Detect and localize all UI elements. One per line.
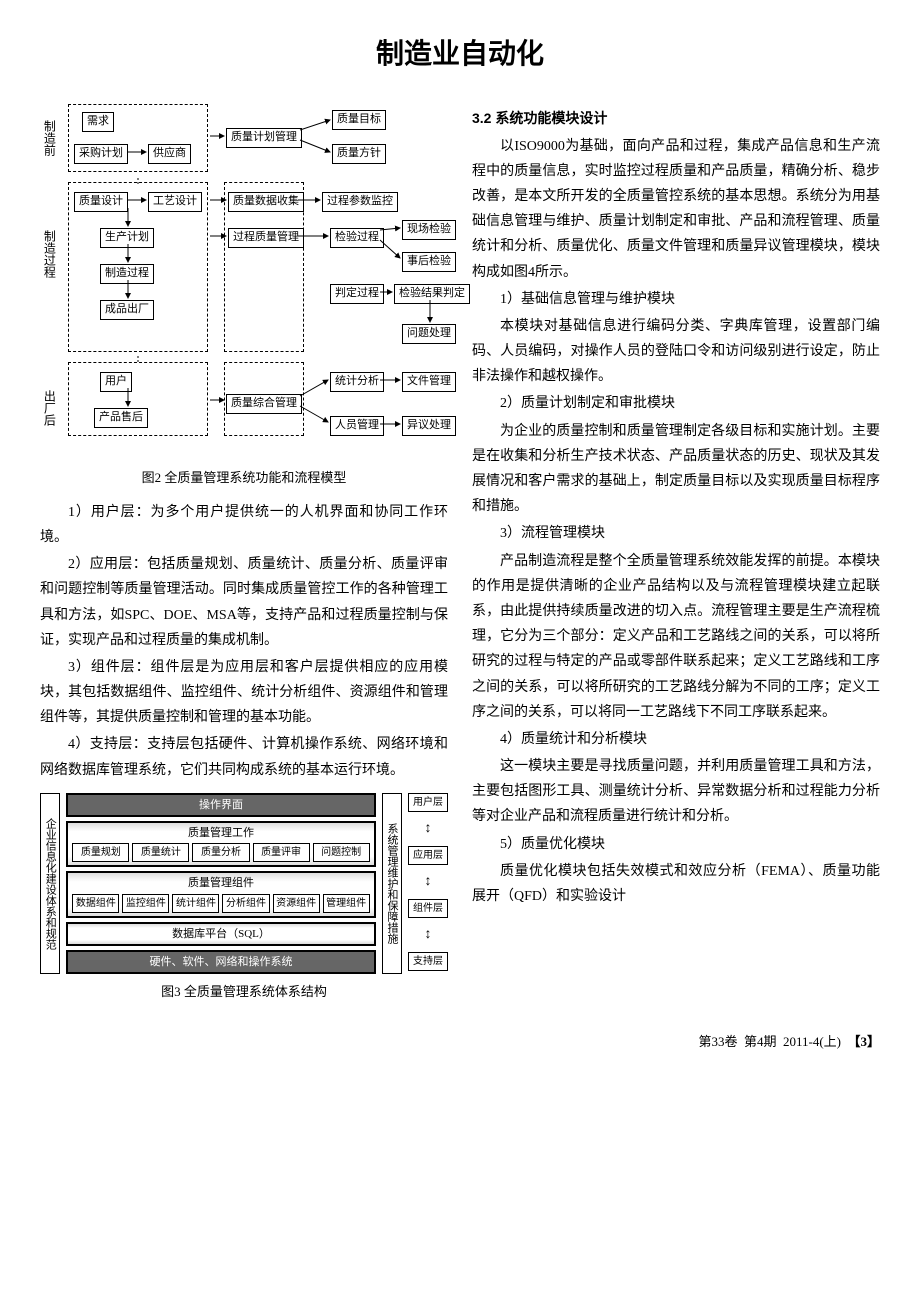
layer-work: 质量管理工作 质量规划 质量统计 质量分析 质量评审 问题控制 (66, 821, 375, 867)
box-dispute: 异议处理 (402, 416, 456, 435)
right-p11: 质量优化模块包括失效模式和效应分析（FEMA）、质量功能展开（QFD）和实验设计 (472, 859, 880, 909)
left-p2: 2）应用层：包括质量规划、质量统计、质量分析、质量评审和问题控制等质量管理活动。… (40, 552, 448, 653)
arrow-icon: ↕ (425, 875, 432, 889)
left-p1: 1）用户层：为多个用户提供统一的人机界面和协同工作环境。 (40, 500, 448, 550)
heading-3-2: 3.2 系统功能模块设计 (472, 106, 880, 131)
figure-3: 企业信息化建设体系和规范 操作界面 质量管理工作 质量规划 质量统计 质量分析 … (40, 793, 448, 974)
arrow-icon: ↕ (425, 822, 432, 836)
footer-issue: 第4期 (744, 1034, 777, 1049)
tier-comp: 组件层 (408, 899, 448, 918)
fig3-stack: 操作界面 质量管理工作 质量规划 质量统计 质量分析 质量评审 问题控制 质量管… (66, 793, 375, 974)
right-p1: 以ISO9000为基础，面向产品和过程，集成产品信息和生产流程中的质量信息，实时… (472, 134, 880, 285)
right-p4: 2）质量计划制定和审批模块 (472, 391, 880, 416)
box-qdata: 质量数据收集 (228, 192, 304, 211)
right-p5: 为企业的质量控制和质量管理制定各级目标和实施计划。主要是在收集和分析生产技术状态… (472, 419, 880, 520)
box-parammon: 过程参数监控 (322, 192, 398, 211)
box-aftersale: 产品售后 (94, 408, 148, 427)
layer-components: 质量管理组件 数据组件 监控组件 统计组件 分析组件 资源组件 管理组件 (66, 871, 375, 917)
box-pdesign: 工艺设计 (148, 192, 202, 211)
box-judge: 判定过程 (330, 284, 384, 303)
fig3-left-label: 企业信息化建设体系和规范 (40, 793, 60, 974)
right-p2: 1）基础信息管理与维护模块 (472, 287, 880, 312)
box-ship: 成品出厂 (100, 300, 154, 319)
box-prodplan: 生产计划 (100, 228, 154, 247)
layer-ui: 操作界面 (66, 793, 375, 817)
tier-user: 用户层 (408, 793, 448, 812)
fig2-caption: 图2 全质量管理系统功能和流程模型 (40, 466, 448, 489)
arrow-icon: ↕ (425, 928, 432, 942)
comp-item: 监控组件 (122, 894, 169, 913)
layer-hw: 硬件、软件、网络和操作系统 (66, 950, 375, 974)
left-p4: 4）支持层：支持层包括硬件、计算机操作系统、网络环境和网络数据库管理系统，它们共… (40, 732, 448, 782)
left-p3: 3）组件层：组件层是为应用层和客户层提供相应的应用模块，其包括数据组件、监控组件… (40, 655, 448, 731)
box-supplier: 供应商 (148, 144, 191, 163)
phase-post: 出厂后 (42, 390, 56, 426)
main-columns: 制造前 制造过程 出厂后 需求 采购计划 供应商 质量计划管理 质量目标 质量方… (40, 100, 880, 1013)
work-item: 质量评审 (253, 843, 310, 862)
comp-item: 资源组件 (273, 894, 320, 913)
right-p3: 本模块对基础信息进行编码分类、字典库管理，设置部门编码、人员编码，对操作人员的登… (472, 314, 880, 390)
fig3-caption: 图3 全质量管理系统体系结构 (40, 980, 448, 1003)
comp-item: 分析组件 (222, 894, 269, 913)
box-afterins: 事后检验 (402, 252, 456, 271)
phase-pre: 制造前 (42, 120, 56, 156)
comp-item: 数据组件 (72, 894, 119, 913)
comp-item: 统计组件 (172, 894, 219, 913)
journal-title: 制造业自动化 (40, 30, 880, 80)
box-file: 文件管理 (402, 372, 456, 391)
box-demand: 需求 (82, 112, 114, 131)
box-issue: 问题处理 (402, 324, 456, 343)
right-p8: 4）质量统计和分析模块 (472, 727, 880, 752)
box-qplan: 质量计划管理 (226, 128, 302, 147)
footer-date: 2011-4(上) (783, 1034, 841, 1049)
layer-work-title: 质量管理工作 (72, 826, 369, 840)
layer-comp-title: 质量管理组件 (72, 876, 369, 890)
comp-item: 管理组件 (323, 894, 370, 913)
box-personnel: 人员管理 (330, 416, 384, 435)
right-p6: 3）流程管理模块 (472, 521, 880, 546)
footer-page: 【3】 (847, 1034, 880, 1049)
right-column: 3.2 系统功能模块设计 以ISO9000为基础，面向产品和过程，集成产品信息和… (472, 100, 880, 1013)
tier-app: 应用层 (408, 846, 448, 865)
box-result: 检验结果判定 (394, 284, 470, 303)
layer-db: 数据库平台（SQL） (66, 922, 375, 946)
work-items: 质量规划 质量统计 质量分析 质量评审 问题控制 (72, 843, 369, 862)
tier-support: 支持层 (408, 952, 448, 971)
footer-vol: 第33卷 (698, 1034, 737, 1049)
work-item: 质量统计 (132, 843, 189, 862)
left-column: 制造前 制造过程 出厂后 需求 采购计划 供应商 质量计划管理 质量目标 质量方… (40, 100, 448, 1013)
box-user: 用户 (100, 372, 132, 391)
right-p9: 这一模块主要是寻找质量问题，并利用质量管理工具和方法，主要包括图形工具、测量统计… (472, 754, 880, 830)
box-inspect: 检验过程 (330, 228, 384, 247)
box-qtarget: 质量目标 (332, 110, 386, 129)
work-item: 质量分析 (192, 843, 249, 862)
phase-mfg: 制造过程 (42, 230, 56, 278)
comp-items: 数据组件 监控组件 统计组件 分析组件 资源组件 管理组件 (72, 894, 369, 913)
right-p7: 产品制造流程是整个全质量管理系统效能发挥的前提。本模块的作用是提供清晰的企业产品… (472, 549, 880, 725)
work-item: 质量规划 (72, 843, 129, 862)
page-footer: 第33卷 第4期 2011-4(上) 【3】 (40, 1030, 880, 1053)
fig3-right-label: 系统管理维护和保障措施 (382, 793, 402, 974)
right-p10: 5）质量优化模块 (472, 832, 880, 857)
box-procqm: 过程质量管理 (228, 228, 304, 247)
box-qdesign: 质量设计 (74, 192, 128, 211)
figure-2: 制造前 制造过程 出厂后 需求 采购计划 供应商 质量计划管理 质量目标 质量方… (40, 100, 448, 460)
box-onsite: 现场检验 (402, 220, 456, 239)
fig3-tiers: 用户层 ↕ 应用层 ↕ 组件层 ↕ 支持层 (408, 793, 448, 974)
box-stat: 统计分析 (330, 372, 384, 391)
work-item: 问题控制 (313, 843, 370, 862)
box-mfgproc: 制造过程 (100, 264, 154, 283)
box-qpolicy: 质量方针 (332, 144, 386, 163)
box-qcomp: 质量综合管理 (226, 394, 302, 413)
box-purchase: 采购计划 (74, 144, 128, 163)
